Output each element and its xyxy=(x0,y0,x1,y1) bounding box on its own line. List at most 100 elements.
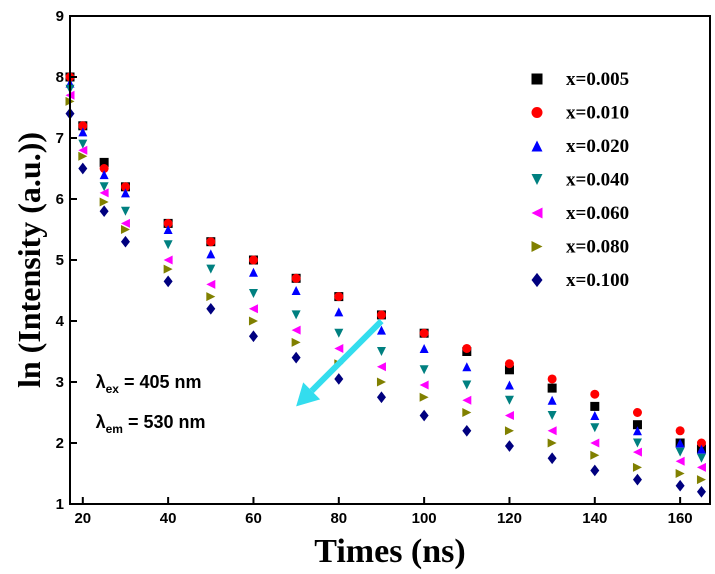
data-point-series-4 xyxy=(248,289,258,299)
y-tick-label: 7 xyxy=(56,130,64,147)
data-point-series-5 xyxy=(419,380,429,390)
data-point-series-5 xyxy=(696,462,706,472)
data-point-series-2 xyxy=(590,389,600,399)
data-point-series-1 xyxy=(547,383,557,393)
y-tick-label: 5 xyxy=(56,252,64,269)
data-point-series-4 xyxy=(78,139,88,149)
legend-label-7: x=0.100 xyxy=(566,270,629,291)
data-point-series-3 xyxy=(504,380,514,390)
data-point-series-4 xyxy=(334,328,344,338)
x-tick-label: 140 xyxy=(582,510,607,527)
data-point-series-6 xyxy=(419,392,429,402)
annotations: λex = 405 nm λem = 530 nm xyxy=(96,372,206,436)
data-point-series-7 xyxy=(163,275,173,288)
data-point-series-5 xyxy=(78,145,88,155)
data-point-series-4 xyxy=(376,347,386,356)
data-point-series-7 xyxy=(334,373,344,385)
data-point-series-6 xyxy=(590,450,600,460)
data-point-series-7 xyxy=(206,302,216,315)
legend-label-4: x=0.040 xyxy=(566,170,629,191)
data-point-series-3 xyxy=(590,411,600,421)
data-point-series-6 xyxy=(206,292,216,302)
data-point-series-7 xyxy=(248,330,258,343)
axis-ticks: 20 40 60 80 100 120 140 160 1 2 3 4 5 6 7 8 9 xyxy=(56,8,693,527)
x-tick-label: 80 xyxy=(330,510,347,527)
data-point-series-5 xyxy=(99,188,109,198)
data-point-series-2 xyxy=(291,273,301,283)
y-tick-label: 9 xyxy=(56,8,64,25)
data-point-series-6 xyxy=(99,197,109,207)
arrow-head xyxy=(296,382,321,407)
data-point-series-6 xyxy=(376,377,386,387)
annotation-1: λex = 405 nm xyxy=(96,372,202,396)
data-point-series-6 xyxy=(696,475,706,485)
data-point-series-5 xyxy=(163,255,173,265)
data-point-series-4 xyxy=(206,264,216,274)
arrow-shaft xyxy=(309,318,384,393)
data-point-series-7 xyxy=(376,391,386,404)
data-point-series-3 xyxy=(696,444,706,454)
data-point-series-3 xyxy=(99,170,109,180)
data-point-series-7 xyxy=(120,235,130,248)
legend-marker-2 xyxy=(531,107,543,118)
data-point-series-3 xyxy=(632,426,642,436)
data-point-series-7 xyxy=(504,440,514,452)
legend-label-6: x=0.080 xyxy=(566,237,629,258)
legend-marker-3 xyxy=(531,140,543,152)
data-point-series-3 xyxy=(462,362,472,372)
x-axis-title: Times (ns) xyxy=(314,533,465,570)
data-point-series-4 xyxy=(547,411,557,421)
data-point-series-3 xyxy=(248,267,258,277)
data-point-series-2 xyxy=(78,121,88,131)
y-tick-label: 6 xyxy=(56,191,64,208)
data-point-series-7 xyxy=(419,409,429,422)
trend-arrow xyxy=(296,318,384,407)
x-tick-label: 160 xyxy=(668,510,693,527)
legend-marker-7 xyxy=(531,272,543,288)
data-point-series-4 xyxy=(419,365,429,375)
data-point-series-6 xyxy=(291,337,301,347)
data-point-series-4 xyxy=(675,447,685,457)
data-point-series-6 xyxy=(78,151,88,161)
data-point-series-2 xyxy=(376,310,386,320)
legend-marker-5 xyxy=(531,207,543,219)
legend-marker-4 xyxy=(531,174,543,185)
data-point-series-5 xyxy=(462,395,472,405)
legend-label-3: x=0.020 xyxy=(566,136,629,157)
x-tick-label: 120 xyxy=(497,510,522,527)
data-point-series-5 xyxy=(376,362,386,372)
data-point-series-3 xyxy=(675,438,685,448)
legend-label-5: x=0.060 xyxy=(566,203,629,224)
data-point-series-4 xyxy=(462,380,472,390)
data-point-series-3 xyxy=(376,325,386,335)
y-tick-label: 3 xyxy=(56,374,64,391)
data-point-series-1 xyxy=(632,420,642,430)
data-point-series-5 xyxy=(504,411,514,421)
data-point-series-7 xyxy=(590,464,600,477)
data-point-series-2 xyxy=(163,218,173,228)
data-point-series-4 xyxy=(632,438,642,448)
data-point-series-4 xyxy=(99,182,109,192)
data-point-series-1 xyxy=(590,401,600,411)
legend-marker-6 xyxy=(531,241,543,252)
data-point-series-7 xyxy=(547,452,557,465)
data-point-series-7 xyxy=(462,424,472,437)
data-point-series-6 xyxy=(675,469,685,478)
data-point-series-3 xyxy=(547,395,557,405)
data-point-series-2 xyxy=(248,255,258,265)
data-point-series-6 xyxy=(632,462,642,472)
data-point-series-7 xyxy=(99,205,109,218)
data-point-series-5 xyxy=(547,426,557,436)
data-point-series-3 xyxy=(163,225,173,234)
x-tick-label: 20 xyxy=(74,510,91,527)
data-point-series-2 xyxy=(547,374,557,384)
data-point-series-2 xyxy=(419,328,429,338)
data-point-series-6 xyxy=(462,408,472,417)
data-point-series-5 xyxy=(632,447,642,457)
y-tick-label: 1 xyxy=(56,496,64,513)
data-point-series-2 xyxy=(99,164,109,173)
data-point-series-3 xyxy=(419,343,429,353)
data-point-series-7 xyxy=(291,351,301,364)
data-point-series-4 xyxy=(590,423,600,433)
